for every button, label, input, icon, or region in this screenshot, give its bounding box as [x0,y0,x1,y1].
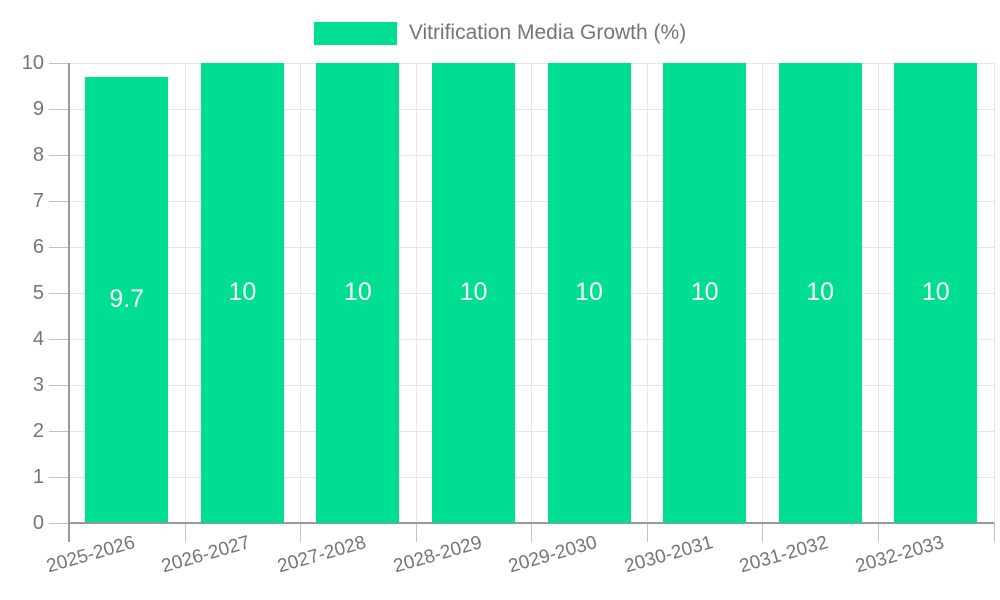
x-axis-label: 2028-2029 [390,532,484,578]
x-axis-label: 2027-2028 [275,532,369,578]
y-axis-tick [49,108,69,110]
y-axis-tick [49,430,69,432]
bar-value-label: 10 [459,278,488,307]
legend-label: Vitrification Media Growth (%) [408,21,687,44]
x-axis-tick [415,522,417,542]
y-axis-label: 3 [32,373,44,396]
y-axis-label: 0 [32,511,44,534]
legend[interactable]: Vitrification Media Growth (%) [0,21,1000,45]
legend-swatch-icon [313,21,397,45]
x-axis-tick [184,522,186,542]
bar-value-label: 10 [344,278,372,307]
x-axis-tick [993,522,995,542]
bar[interactable]: 10 [778,63,862,523]
x-axis-line [69,521,994,524]
x-axis-tick [531,522,533,542]
gridline-v [646,63,648,523]
bar-value-label: 10 [921,278,950,307]
bar[interactable]: 10 [894,63,978,523]
gridline-v [993,63,995,523]
x-axis-tick [877,522,879,542]
y-axis-label: 10 [21,52,44,74]
y-axis-tick [49,384,69,386]
y-axis-tick [49,246,69,248]
bar-value-label: 10 [806,278,835,307]
x-axis-tick [762,522,764,542]
y-axis-label: 7 [32,189,44,212]
y-axis-tick [49,200,69,202]
y-axis-tick [49,63,69,64]
bar[interactable]: 9.7 [85,76,169,523]
gridline-v [184,63,186,523]
bar[interactable]: 10 [316,63,400,523]
bar-value-label: 10 [228,278,257,307]
y-axis-label: 9 [32,97,44,120]
x-axis-label: 2031-2032 [737,532,831,578]
x-axis-label: 2030-2031 [621,532,716,578]
y-axis-label: 6 [32,235,44,258]
x-axis-label: 2032-2033 [853,532,947,578]
x-axis-label: 2029-2030 [506,532,600,578]
x-axis-tick [646,522,648,542]
gridline-v [415,63,417,523]
gridline-v [877,63,879,523]
y-axis-label: 1 [32,465,44,488]
bar[interactable]: 10 [663,63,747,523]
y-axis-label: 8 [32,143,44,166]
bar[interactable]: 10 [200,63,284,523]
gridline-v [531,63,533,523]
bar[interactable]: 10 [431,63,515,523]
y-axis-tick [49,154,69,156]
bar[interactable]: 10 [547,63,631,523]
y-axis-tick [49,522,69,524]
gridline-v [762,63,764,523]
bar-value-label: 9.7 [109,285,145,314]
y-axis-tick [49,292,69,294]
x-axis-label: 2025-2026 [44,532,138,578]
y-axis-line [68,63,70,542]
y-axis-label: 2 [32,419,44,442]
bar-value-label: 10 [575,278,603,307]
x-axis-tick [300,522,302,542]
y-axis-tick [49,476,69,478]
y-axis-label: 4 [32,327,44,350]
x-axis-label: 2026-2027 [159,532,253,578]
bar-value-label: 10 [690,278,719,307]
y-axis-label: 5 [32,281,44,304]
gridline-v [300,63,302,523]
y-axis-tick [49,338,69,340]
